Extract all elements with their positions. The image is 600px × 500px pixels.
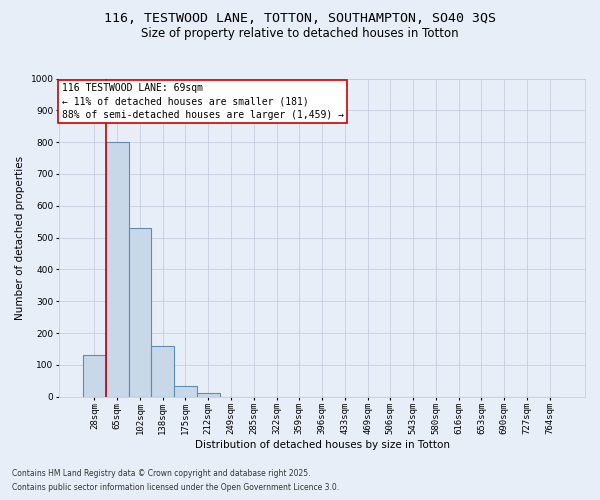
Bar bbox=[106, 142, 128, 397]
Bar bbox=[174, 386, 197, 396]
Bar bbox=[197, 394, 220, 396]
Bar bbox=[151, 346, 174, 397]
Y-axis label: Number of detached properties: Number of detached properties bbox=[15, 156, 25, 320]
Text: 116, TESTWOOD LANE, TOTTON, SOUTHAMPTON, SO40 3QS: 116, TESTWOOD LANE, TOTTON, SOUTHAMPTON,… bbox=[104, 12, 496, 26]
Text: Size of property relative to detached houses in Totton: Size of property relative to detached ho… bbox=[141, 28, 459, 40]
Text: Contains HM Land Registry data © Crown copyright and database right 2025.: Contains HM Land Registry data © Crown c… bbox=[12, 468, 311, 477]
X-axis label: Distribution of detached houses by size in Totton: Distribution of detached houses by size … bbox=[194, 440, 449, 450]
Text: 116 TESTWOOD LANE: 69sqm
← 11% of detached houses are smaller (181)
88% of semi-: 116 TESTWOOD LANE: 69sqm ← 11% of detach… bbox=[62, 84, 344, 120]
Text: Contains public sector information licensed under the Open Government Licence 3.: Contains public sector information licen… bbox=[12, 484, 339, 492]
Bar bbox=[128, 228, 151, 396]
Bar bbox=[83, 356, 106, 397]
